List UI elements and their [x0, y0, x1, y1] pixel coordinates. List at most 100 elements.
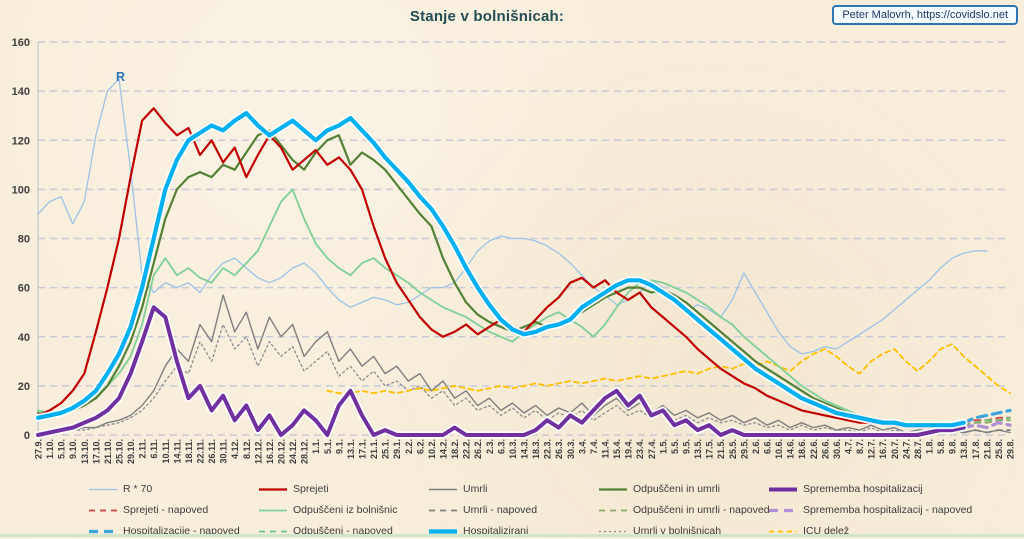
legend-label: Umrli - napoved [463, 504, 538, 516]
x-tick-label: 20.12. [277, 439, 287, 464]
x-tick-label: 25.8. [994, 439, 1004, 459]
x-tick-label: 9.5. [682, 439, 692, 454]
x-tick-label: 11.4. [601, 439, 611, 459]
x-tick-label: 10.2. [427, 439, 437, 459]
x-tick-label: 26.3. [554, 439, 564, 459]
y-tick-label: 160 [12, 37, 30, 49]
x-tick-label: 6.3. [496, 439, 506, 454]
series-line-hospitalizirani [35, 111, 966, 428]
legend-item-sprejeti-napoved: Sprejeti - napoved [88, 502, 208, 518]
x-tick-label: 24.7. [901, 439, 911, 459]
x-tick-label: 22.6. [809, 439, 819, 459]
x-tick-label: 18.3. [531, 439, 541, 459]
x-tick-label: 22.11. [196, 439, 206, 464]
x-tick-label: 10.11. [161, 439, 171, 464]
x-tick-label: 14.2. [439, 439, 449, 459]
x-tick-label: 1.1. [311, 439, 321, 454]
x-tick-label: 5.5. [670, 439, 680, 454]
x-tick-label: 18.6. [797, 439, 807, 459]
x-tick-label: 18.11. [184, 439, 194, 464]
x-tick-label: 27.4. [647, 439, 657, 459]
x-tick-label: 14.3. [520, 439, 530, 459]
x-tick-label: 17.5. [705, 439, 715, 459]
x-tick-label: 4.7. [844, 439, 854, 454]
x-tick-label: 4.12. [230, 439, 240, 459]
legend-label: Odpuščeni in umrli [633, 483, 720, 495]
x-tick-label: 12.12. [253, 439, 263, 464]
x-tick-label: 18.2. [450, 439, 460, 459]
legend-label: R * 70 [123, 483, 153, 495]
x-tick-label: 9.10. [68, 439, 78, 459]
x-tick-label: 29.8. [1006, 439, 1016, 459]
x-tick-label: 17.1. [358, 439, 368, 459]
x-tick-label: 20.7. [890, 439, 900, 459]
x-tick-label: 29.1. [392, 439, 402, 459]
x-tick-label: 25.1. [381, 439, 391, 459]
x-tick-label: 26.11. [207, 439, 217, 464]
legend-item-umrli: Umrli [428, 481, 488, 497]
legend-label: Umrli [463, 483, 488, 495]
attribution-badge: Peter Malovrh, https://covidslo.net [832, 5, 1018, 25]
window-edge-strip [0, 534, 1024, 537]
legend-marker-r-70 [89, 488, 117, 490]
x-tick-label: 16.7. [878, 439, 888, 459]
legend-marker-icu-dele [769, 530, 797, 532]
legend-label: Sprememba hospitalizacij - napoved [803, 504, 973, 516]
x-tick-label: 15.4. [612, 439, 622, 459]
x-tick-label: 17.8. [971, 439, 981, 459]
x-tick-label: 30.11. [219, 439, 229, 464]
x-tick-label: 9.8. [948, 439, 958, 454]
x-tick-label: 14.6. [786, 439, 796, 459]
x-tick-label: 27.9. [34, 439, 44, 459]
series-line-umrli-napoved [962, 429, 1011, 434]
x-tick-label: 2.6. [751, 439, 761, 454]
x-tick-label: 22.2. [462, 439, 472, 459]
series-line-umrli [37, 294, 1011, 434]
y-tick-label: 100 [12, 184, 30, 196]
x-tick-label: 23.4. [635, 439, 645, 459]
x-tick-label: 2.2. [404, 439, 414, 454]
x-tick-label: 2.3. [485, 439, 495, 454]
y-tick-label: 140 [12, 86, 30, 98]
x-tick-label: 28.7. [913, 439, 923, 459]
legend-marker-sprejeti-napoved [89, 509, 117, 511]
legend-item-sprememba-hospitalizacij: Sprememba hospitalizacij [768, 481, 923, 497]
x-tick-label: 26.2. [473, 439, 483, 459]
page-title: Stanje v bolnišnicah: [409, 8, 565, 25]
x-tick-label: 10.3. [508, 439, 518, 459]
legend-marker-odpu-eni-napoved [259, 530, 287, 532]
x-tick-label: 14.11. [172, 439, 182, 464]
legend-marker-hospitalizacije-napoved [89, 529, 117, 533]
legend-marker-odpu-eni-iz-bolni-nic [259, 509, 287, 511]
legend-item-sprememba-hospitalizacij-napoved: Sprememba hospitalizacij - napoved [768, 502, 972, 518]
r-annotation-label: R [116, 70, 126, 84]
x-tick-label: 16.12. [265, 439, 275, 464]
legend-item-r-70: R * 70 [88, 481, 152, 497]
legend-item-umrli-napoved: Umrli - napoved [428, 502, 537, 518]
y-tick-label: 80 [18, 234, 30, 246]
x-tick-label: 13.8. [959, 439, 969, 459]
x-tick-label: 30.3. [566, 439, 576, 459]
x-tick-label: 30.6. [832, 439, 842, 459]
x-tick-label: 19.4. [624, 439, 634, 459]
series-line-umrli-v-bolni-nicah [37, 323, 965, 434]
x-tick-label: 5.8. [936, 439, 946, 454]
x-tick-label: 6.11. [149, 439, 159, 459]
y-tick-label: 60 [18, 283, 30, 295]
x-tick-label: 13.10. [80, 439, 90, 464]
x-tick-label: 1.5. [658, 439, 668, 454]
x-tick-label: 29.10. [126, 439, 136, 464]
chart-legend: R * 70 Sprejeti - napoved Hospitalizacije … [0, 478, 1024, 537]
legend-marker-sprememba-hospitalizacij-napoved [769, 508, 797, 512]
y-tick-label: 40 [18, 332, 30, 344]
series-line-r-70 [37, 78, 988, 355]
x-tick-label: 10.6. [774, 439, 784, 459]
y-tick-label: 20 [18, 381, 30, 393]
legend-item-odpu-eni-in-umrli: Odpuščeni in umrli [598, 481, 720, 497]
legend-label: Sprejeti [293, 483, 329, 495]
x-tick-label: 22.3. [543, 439, 553, 459]
x-tick-label: 8.12. [242, 439, 252, 459]
legend-item-sprejeti: Sprejeti [258, 481, 329, 497]
series-line-icu-dele [326, 343, 1011, 395]
